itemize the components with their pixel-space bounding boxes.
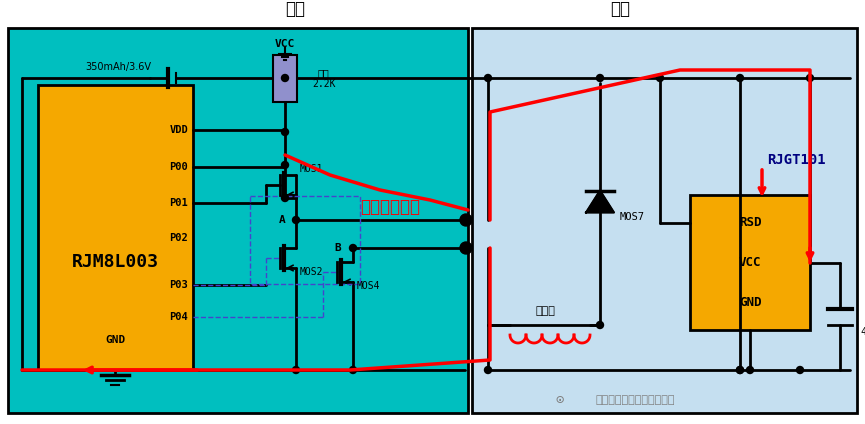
Circle shape (736, 366, 744, 374)
Circle shape (281, 128, 289, 136)
Text: 正向供电回路: 正向供电回路 (360, 198, 420, 216)
Bar (38, 85, 193, 370)
Circle shape (657, 75, 663, 81)
Text: P00: P00 (170, 162, 188, 172)
Text: RSD: RSD (739, 217, 761, 229)
Text: P04: P04 (170, 312, 188, 322)
Text: MOS7: MOS7 (620, 212, 645, 223)
Circle shape (281, 162, 289, 168)
Circle shape (797, 366, 804, 374)
Circle shape (736, 366, 744, 374)
Circle shape (746, 366, 753, 374)
Text: P02: P02 (170, 233, 188, 243)
Text: 烟弹: 烟弹 (610, 0, 630, 18)
Text: 武汉瑞纳捷半导体有限公司: 武汉瑞纳捷半导体有限公司 (595, 395, 675, 405)
Bar (472, 28, 857, 413)
Bar (8, 28, 468, 413)
Circle shape (806, 75, 813, 81)
Text: P03: P03 (170, 280, 188, 290)
Text: RJM8L003: RJM8L003 (72, 253, 159, 271)
Circle shape (292, 366, 299, 374)
Circle shape (460, 242, 472, 254)
Text: 发热丝: 发热丝 (535, 306, 555, 316)
Text: MOS2: MOS2 (300, 267, 324, 277)
Polygon shape (586, 190, 614, 212)
Circle shape (281, 75, 289, 81)
Text: VCC: VCC (275, 39, 295, 49)
Text: MOS4: MOS4 (357, 281, 381, 291)
Text: GND: GND (106, 335, 125, 345)
Circle shape (349, 366, 356, 374)
Bar (690, 195, 810, 330)
Circle shape (736, 75, 744, 81)
Circle shape (597, 75, 604, 81)
Circle shape (597, 321, 604, 329)
Text: 350mAh/3.6V: 350mAh/3.6V (85, 62, 151, 72)
Text: VCC: VCC (739, 257, 761, 270)
Text: ⊙: ⊙ (556, 393, 564, 407)
Circle shape (292, 217, 299, 223)
Text: GND: GND (739, 296, 761, 310)
Bar (250, 196, 360, 284)
Circle shape (484, 75, 491, 81)
Text: P01: P01 (170, 198, 188, 208)
Circle shape (281, 195, 289, 201)
Text: MOS1: MOS1 (300, 164, 324, 174)
Text: 电阻
2.2K: 电阻 2.2K (312, 68, 336, 89)
Circle shape (349, 245, 356, 251)
Text: 电容
4.7uF: 电容 4.7uF (860, 316, 865, 338)
Bar (273, 55, 297, 102)
Text: 烟杆: 烟杆 (285, 0, 305, 18)
Text: B: B (334, 243, 341, 253)
Circle shape (460, 214, 472, 226)
Text: VDD: VDD (170, 125, 188, 135)
Text: RJGT101: RJGT101 (767, 153, 825, 167)
Text: A: A (279, 215, 286, 225)
Circle shape (484, 366, 491, 374)
